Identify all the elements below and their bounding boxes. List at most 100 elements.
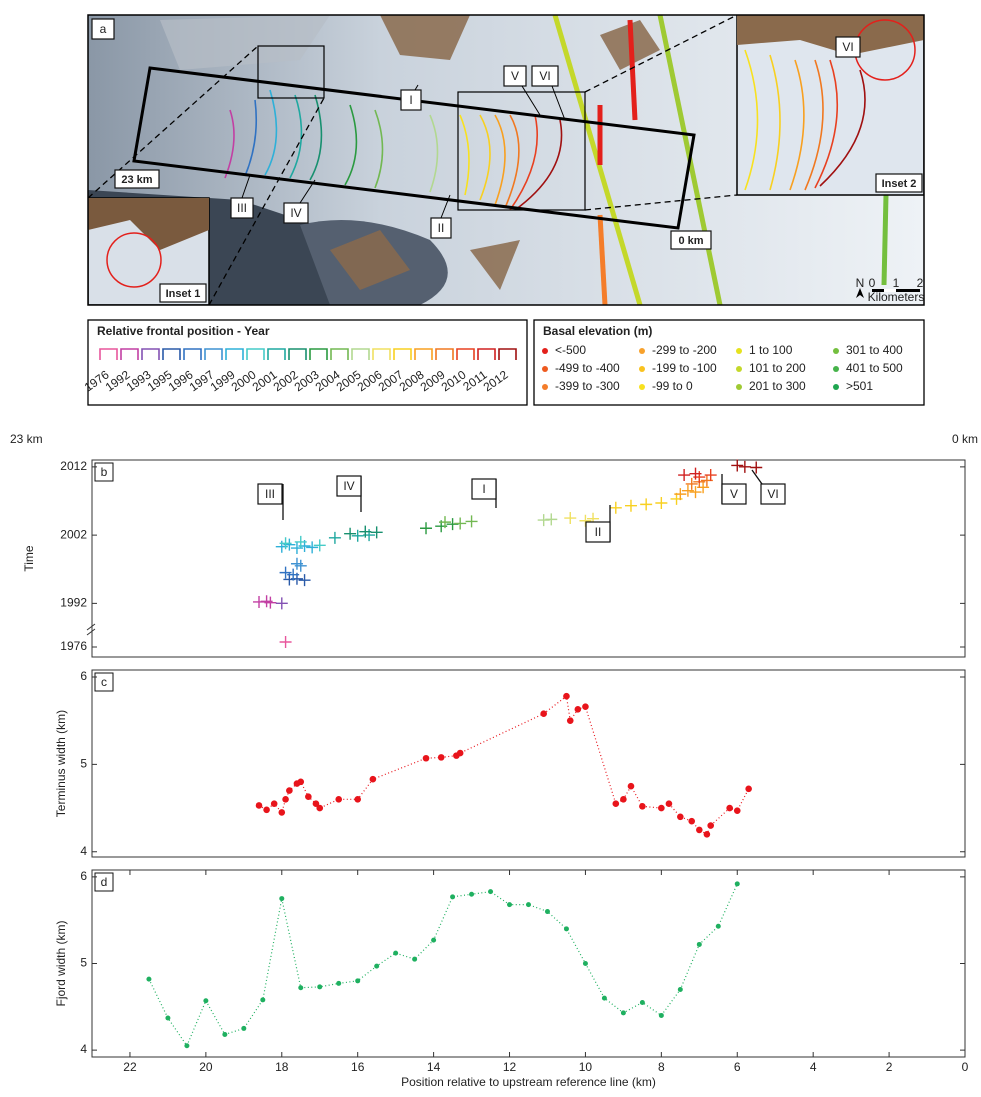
point — [260, 997, 266, 1003]
front-label: II — [438, 221, 445, 235]
point — [564, 512, 577, 525]
point — [715, 923, 721, 929]
point — [297, 778, 305, 786]
point — [313, 539, 326, 552]
point — [685, 477, 698, 490]
point — [639, 803, 646, 810]
plot-frame — [91, 669, 966, 858]
legend-swatch — [162, 348, 181, 360]
point — [734, 881, 740, 887]
point — [544, 909, 550, 915]
legend-swatch — [204, 348, 223, 360]
point — [290, 542, 303, 555]
point — [270, 800, 278, 807]
point — [674, 488, 687, 501]
legend-swatch — [120, 348, 139, 360]
point — [328, 531, 341, 544]
y-tick-label: 6 — [80, 669, 87, 683]
point — [355, 978, 361, 984]
inset-label: Inset 2 — [882, 178, 917, 190]
point — [344, 527, 357, 540]
legend-dot — [542, 384, 548, 390]
legend-label: -99 to 0 — [652, 379, 693, 393]
front-label: V — [511, 69, 519, 83]
point — [507, 902, 513, 908]
point — [222, 1031, 228, 1037]
panel-label: a — [100, 22, 107, 36]
legend-dot — [736, 348, 742, 354]
x-tick-label: 6 — [734, 1060, 741, 1074]
y-tick-label: 2002 — [60, 527, 87, 541]
point — [726, 804, 733, 812]
annotation-box — [585, 521, 611, 543]
point — [456, 749, 464, 757]
point — [294, 559, 307, 572]
x-tick-label: 2 — [886, 1060, 893, 1074]
point — [294, 535, 307, 548]
point — [612, 800, 620, 807]
point — [369, 775, 377, 783]
legend-swatch — [267, 348, 286, 360]
x-tick-label: 20 — [199, 1060, 213, 1074]
point — [620, 796, 627, 803]
legend-label: 201 to 300 — [749, 379, 806, 393]
annotation-box — [721, 483, 747, 505]
scale-tick: 1 — [893, 276, 900, 290]
point — [241, 1025, 247, 1031]
line — [148, 883, 738, 1047]
point — [696, 826, 703, 834]
point — [677, 986, 683, 992]
y-tick-label: 5 — [80, 757, 87, 771]
x-tick-label: 0 — [962, 1060, 969, 1074]
y-tick-label: 5 — [80, 956, 87, 970]
point — [287, 568, 300, 581]
x-tick-label: 10 — [579, 1060, 593, 1074]
point — [582, 961, 588, 966]
point — [707, 822, 714, 829]
point — [278, 809, 286, 816]
legend-swatch — [225, 348, 244, 360]
legend-dot — [639, 384, 645, 390]
point — [677, 813, 684, 821]
legend-dot — [833, 366, 839, 372]
point — [450, 894, 456, 900]
annotation: IV — [343, 479, 354, 493]
point — [689, 486, 702, 499]
front-label: I — [409, 93, 412, 107]
point — [582, 703, 589, 711]
point — [688, 817, 696, 825]
x-tick-label: 4 — [810, 1060, 817, 1074]
legend-swatch — [456, 348, 475, 360]
legend-label: 101 to 200 — [749, 361, 806, 375]
legend-label: 301 to 400 — [846, 343, 903, 357]
x-tick-label: 22 — [123, 1060, 137, 1074]
point — [335, 796, 343, 803]
annotation: VI — [767, 487, 778, 501]
plot-frame — [91, 459, 966, 658]
legend-label: -199 to -100 — [652, 361, 717, 375]
point — [184, 1043, 190, 1049]
y-tick-label: 4 — [80, 844, 87, 858]
point — [275, 597, 288, 610]
point — [545, 513, 558, 526]
satellite-image — [88, 15, 924, 305]
glacier-fronts — [224, 89, 563, 211]
point — [317, 984, 323, 990]
point — [264, 596, 277, 609]
y-axis-label: Terminus width (km) — [54, 710, 68, 817]
legend-swatch — [288, 348, 307, 360]
point — [298, 574, 311, 587]
legend-swatch — [309, 348, 328, 360]
annotation: III — [265, 487, 275, 501]
x-axis-label: Position relative to upstream reference … — [401, 1075, 656, 1089]
point — [627, 782, 635, 790]
map-labels: a 23 km 0 km I II III IV V VI Inset 1 In… — [91, 18, 924, 304]
point — [750, 461, 763, 474]
legend-swatch — [351, 348, 370, 360]
point — [658, 804, 665, 812]
point — [469, 891, 475, 897]
point — [370, 526, 383, 539]
y-tick-label: 2012 — [60, 459, 87, 473]
legend-label: -299 to -200 — [652, 343, 717, 357]
point — [624, 499, 637, 512]
